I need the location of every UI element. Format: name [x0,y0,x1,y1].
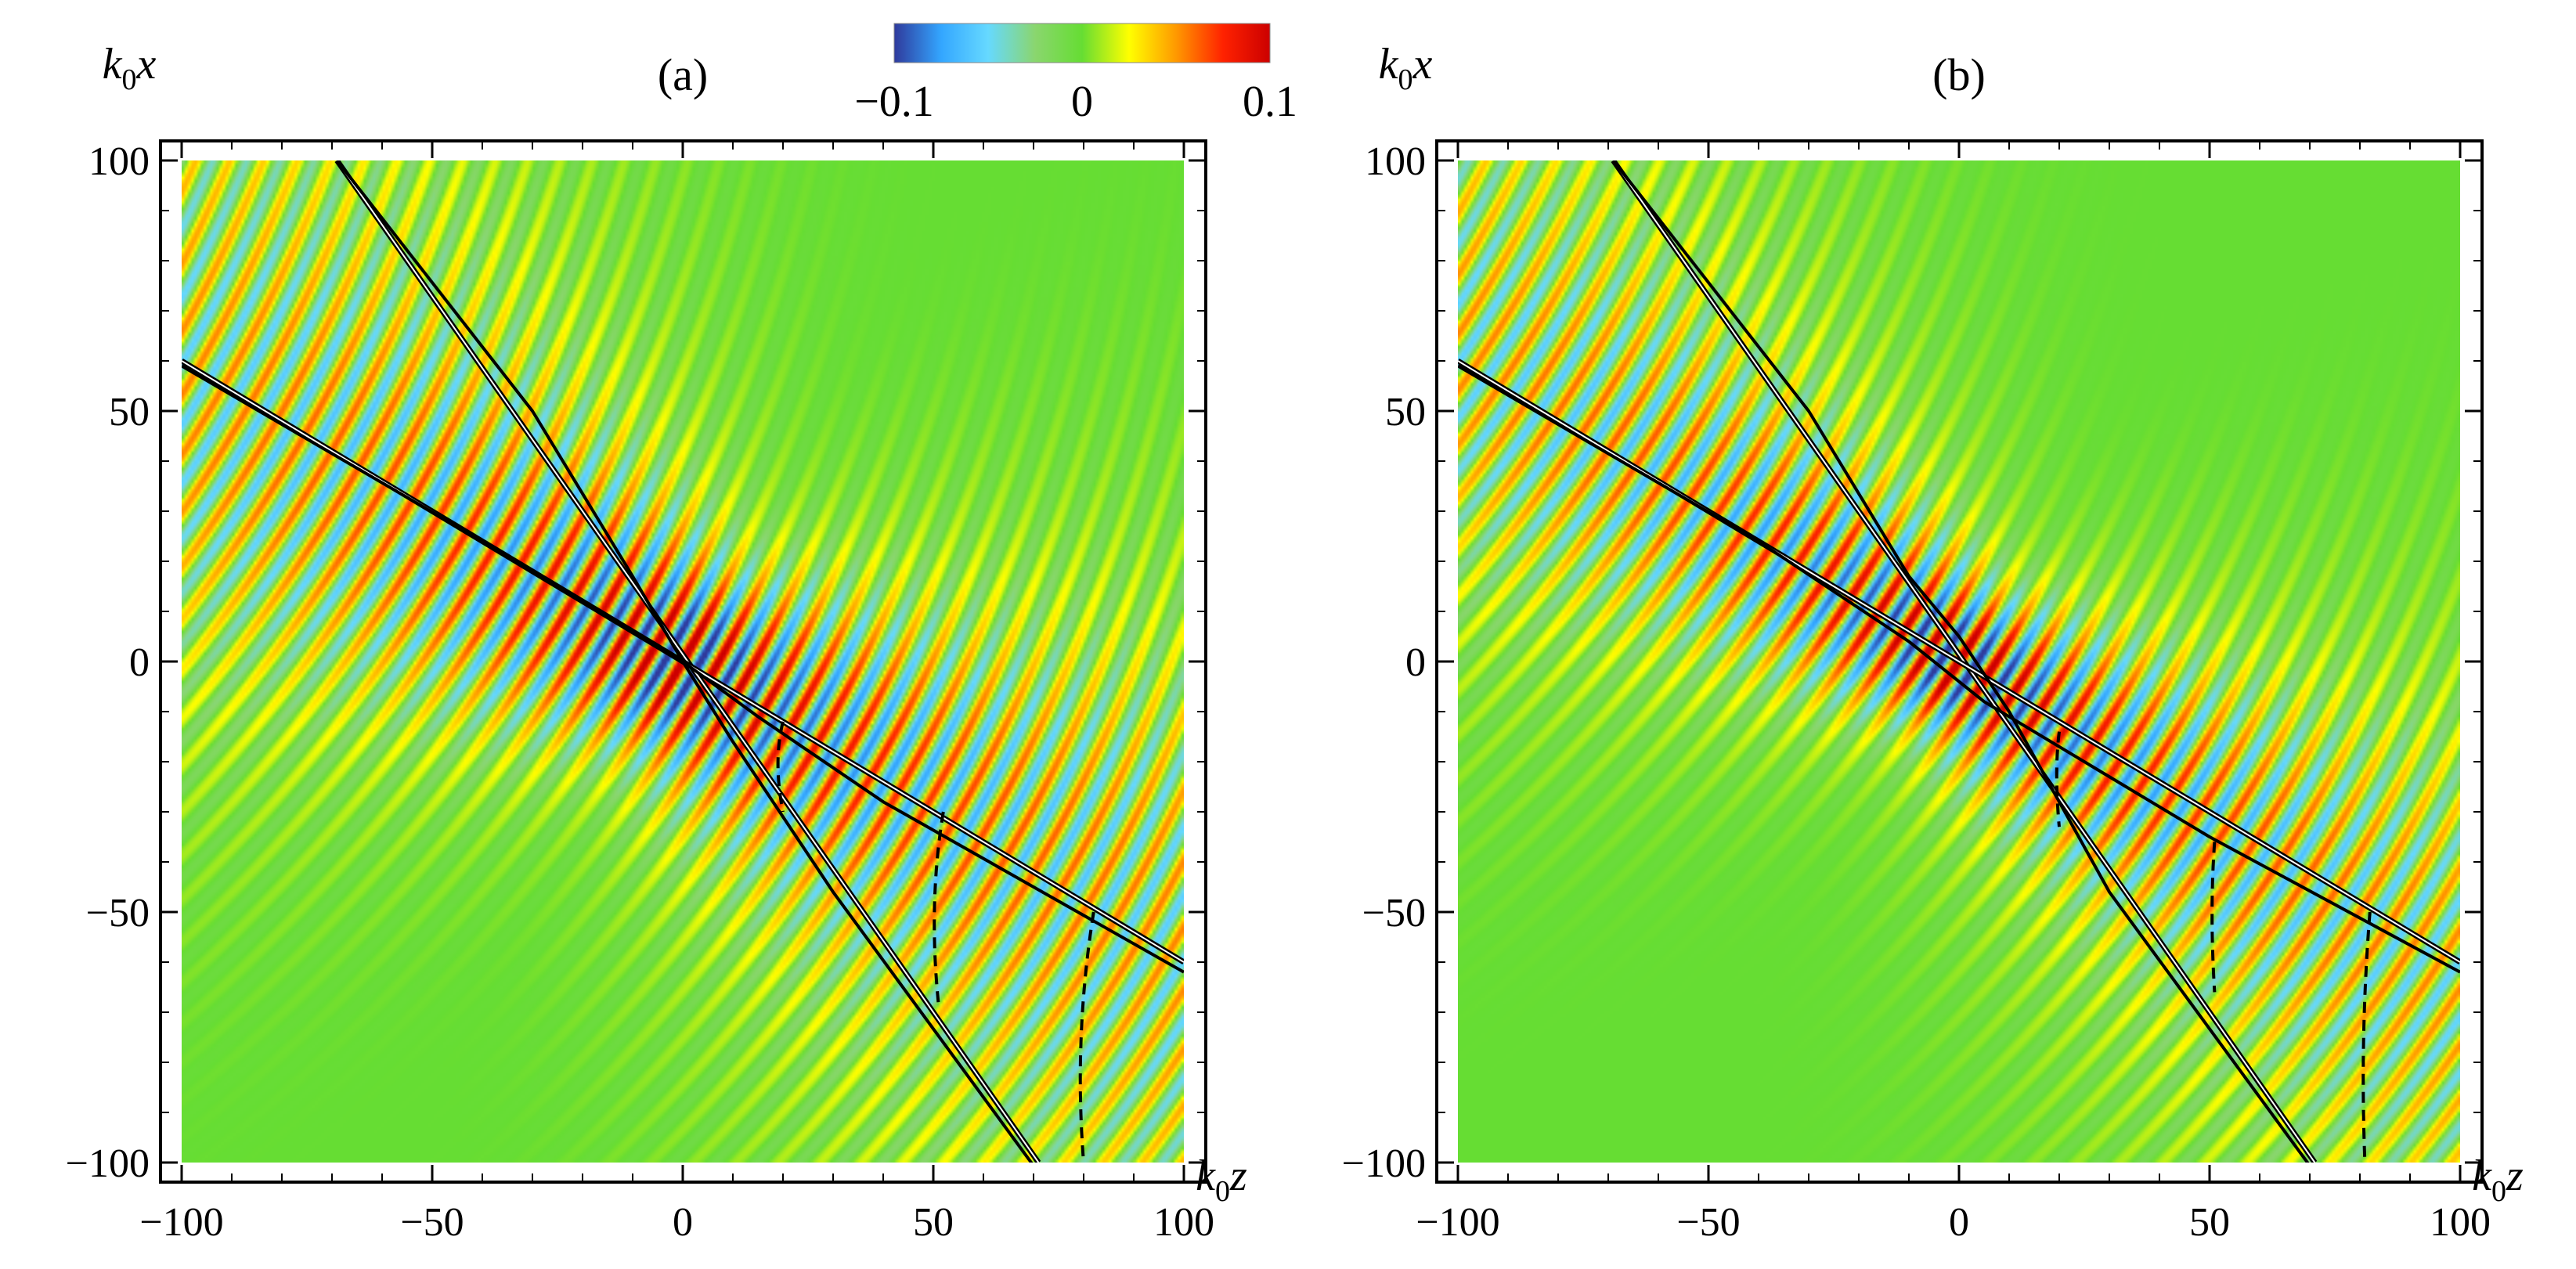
panel-b-overlay [1458,160,2460,1163]
panel-b-label: (b) [1932,49,1986,100]
colorbar-max-label: 0.1 [1243,78,1297,126]
panel-b-x-tick-label: 50 [2189,1200,2230,1245]
panel-b-y-tick-label: 0 [1405,640,1426,685]
panel-b-wavefront-arc-1 [2055,731,2061,827]
colorbar-gradient [893,23,1271,63]
panel-a-y-tick-label: −100 [66,1141,150,1186]
panel-b-x-tick-label: −50 [1676,1200,1740,1245]
colorbar-min-label: −0.1 [854,78,934,126]
panel-b-ticks [1437,141,2482,1182]
panel-b-x-tick-label: 0 [1949,1200,1969,1245]
panel-a-y-tick-label: 100 [88,139,150,184]
panel-b-beam-line-highlight-2 [1458,360,2460,963]
panel-a-x-tick-label: −100 [139,1200,223,1245]
panel-b-x-tick-label: −100 [1416,1200,1499,1245]
panel-b-x-tick-label: 100 [2430,1200,2491,1245]
panel-a-x-tick-label: −50 [400,1200,464,1245]
panel-a-y-tick-label: −50 [86,891,150,936]
panel-a-wavefront-arc-2 [933,811,945,1003]
panel-a-y-tick-label: 50 [109,390,150,434]
panel-a-y-tick-label: 0 [129,640,150,685]
panel-a-tick-labels: −100 −50 0 50 100 −100 −50 0 50 100 [66,139,1214,1245]
colorbar-zero-label: 0 [1071,78,1093,126]
panel-a-overlay [182,160,1184,1163]
panel-a-x-tick-label: 100 [1153,1200,1214,1245]
panel-a-x-tick-label: 50 [913,1200,954,1245]
panel-a-inner-curve-2 [335,160,1034,1163]
panel-a-label: (a) [658,49,708,100]
panel-a-ylabel: k0x [103,40,157,96]
panel-b-wavefront-arc-3 [2361,911,2372,1163]
panel-a-wavefront-arc-1 [776,721,785,813]
panel-b-ylabel: k0x [1379,40,1433,96]
panel-a-wavefront-arc-3 [1078,911,1095,1163]
panel-a-x-tick-label: 0 [673,1200,693,1245]
panel-b-y-tick-label: 50 [1385,390,1426,434]
colorbar: −0.1 0 0.1 [854,23,1297,126]
panel-b-inner-curve-2 [1611,160,2310,1163]
panel-b-wavefront-arc-2 [2210,842,2217,993]
panel-b-y-tick-label: 100 [1365,139,1426,184]
panel-b-y-tick-label: −50 [1362,891,1426,936]
panel-b-inner-curve-1 [1458,364,2460,974]
panel-b-y-tick-label: −100 [1342,1141,1426,1186]
panel-b-tick-labels: −100 −50 0 50 100 −100 −50 0 50 100 [1342,139,2491,1245]
panel-a-ticks [161,141,1206,1182]
